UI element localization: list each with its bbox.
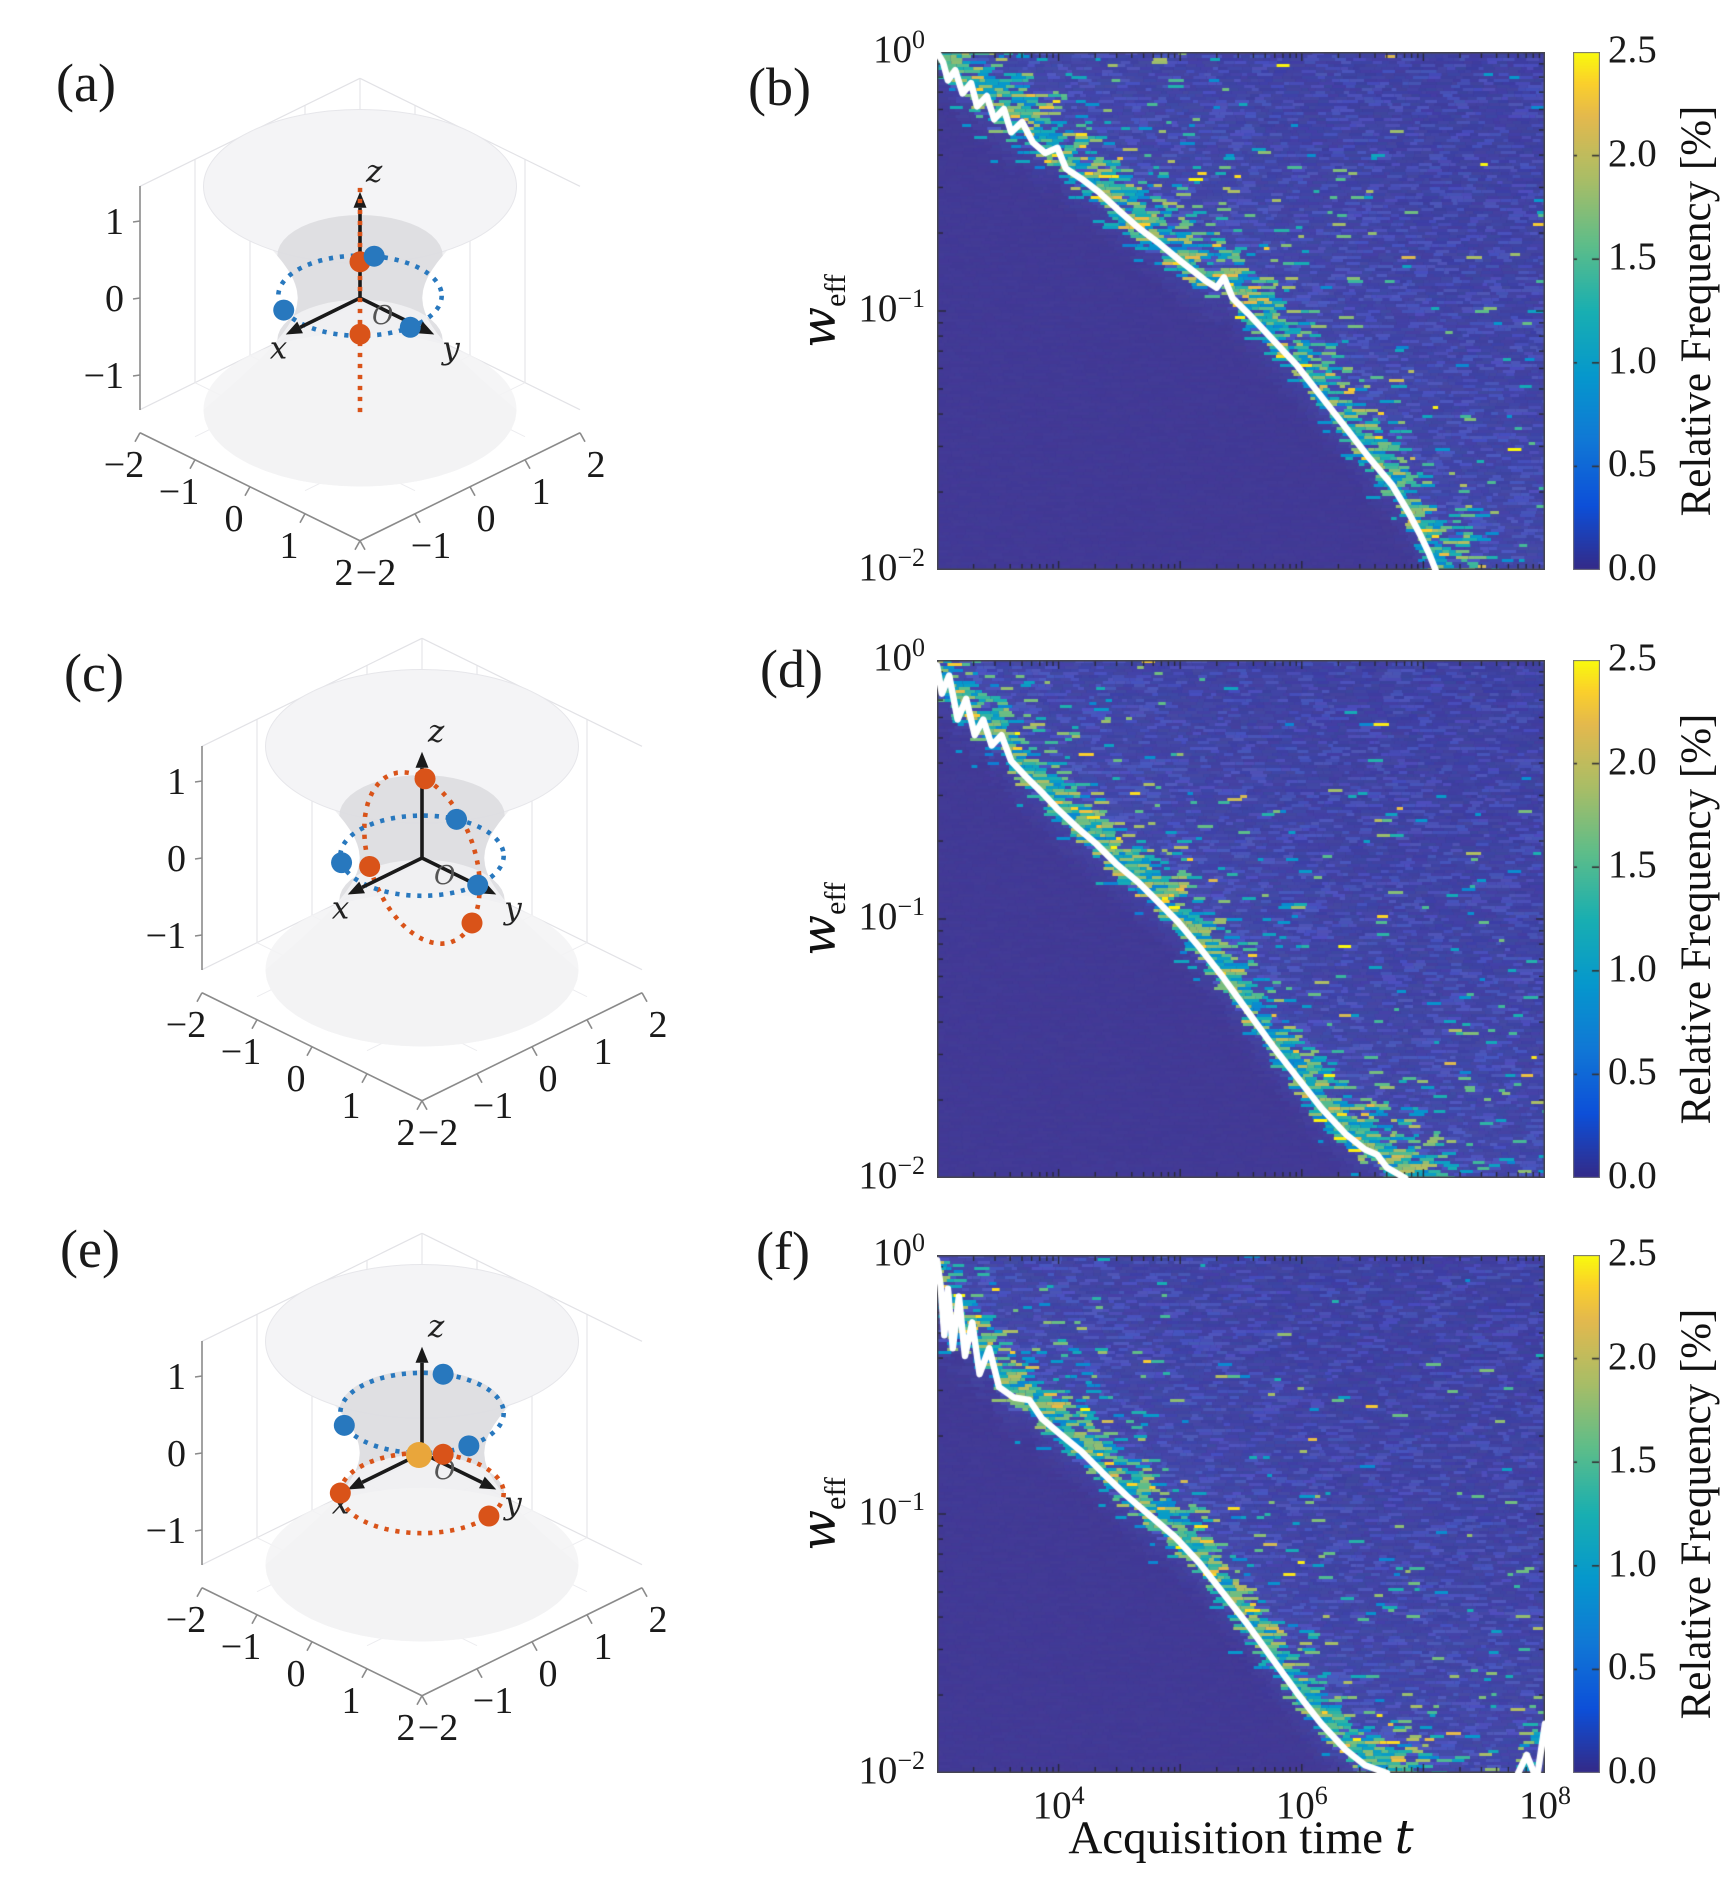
panel-label-b: (b) bbox=[748, 60, 811, 114]
scatter3d-panel-e: 10−1−2−1012210−1−2xyzO bbox=[72, 1203, 712, 1763]
svg-text:0: 0 bbox=[167, 838, 186, 880]
colorbar-tick-label: 1.0 bbox=[1608, 341, 1708, 380]
svg-text:2: 2 bbox=[397, 1707, 416, 1749]
svg-text:0: 0 bbox=[477, 498, 496, 540]
svg-text:1: 1 bbox=[280, 525, 299, 567]
colorbar-tick-label: 0.5 bbox=[1608, 444, 1708, 483]
colorbar-tick-label: 0.0 bbox=[1608, 1156, 1708, 1195]
svg-text:0: 0 bbox=[105, 278, 124, 320]
svg-text:−2: −2 bbox=[166, 1599, 206, 1641]
colorbar-label-f: Relative Frequency [%] bbox=[1669, 1234, 1725, 1794]
svg-text:−1: −1 bbox=[221, 1031, 261, 1073]
colorbar-tick-label: 2.5 bbox=[1608, 30, 1708, 69]
colorbar-label-b: Relative Frequency [%] bbox=[1669, 31, 1725, 591]
svg-text:1: 1 bbox=[342, 1085, 361, 1127]
x-tick-label: 104 bbox=[989, 1783, 1129, 1825]
colorbar-tick-label: 2.5 bbox=[1608, 1233, 1708, 1272]
svg-text:y: y bbox=[502, 890, 522, 926]
colorbar-tick-label: 1.0 bbox=[1608, 949, 1708, 988]
figure-canvas: (a) (b) (c) (d) (e) (f) 1 0 −1 −2 −1 0 1 2 2 1 0 −1… bbox=[0, 0, 1725, 1883]
scatter3d-panel-c: 10−1−2−1012210−1−2x yzO bbox=[72, 608, 712, 1168]
heatmap-panel-f bbox=[937, 1255, 1545, 1773]
colorbar-tick-label: 0.5 bbox=[1608, 1647, 1708, 1686]
svg-text:x: x bbox=[270, 330, 288, 366]
svg-text:O: O bbox=[372, 301, 393, 331]
svg-text:1: 1 bbox=[594, 1031, 613, 1073]
svg-text:1: 1 bbox=[167, 761, 186, 803]
y-tick-label: 10−1 bbox=[825, 286, 925, 328]
heatmap-panel-d bbox=[937, 660, 1545, 1178]
svg-text:−1: −1 bbox=[221, 1626, 261, 1668]
colorbar-tick-label: 2.0 bbox=[1608, 134, 1708, 173]
svg-text:−1: −1 bbox=[473, 1680, 513, 1722]
svg-text:−2: −2 bbox=[418, 1112, 458, 1154]
svg-text:−2: −2 bbox=[166, 1004, 206, 1046]
y-tick-label: 100 bbox=[825, 1230, 925, 1272]
colorbar-tick-label: 2.0 bbox=[1608, 742, 1708, 781]
svg-text:2: 2 bbox=[335, 552, 354, 594]
svg-text:0: 0 bbox=[287, 1653, 306, 1695]
svg-text:0: 0 bbox=[287, 1058, 306, 1100]
svg-text:−2: −2 bbox=[356, 552, 396, 594]
x-tick-label: 108 bbox=[1475, 1783, 1615, 1825]
colorbar-tick-label: 0.0 bbox=[1608, 1751, 1708, 1790]
y-tick-label: 10−1 bbox=[825, 894, 925, 936]
svg-text:0: 0 bbox=[539, 1653, 558, 1695]
svg-text:1: 1 bbox=[105, 201, 124, 243]
svg-text:0: 0 bbox=[167, 1433, 186, 1475]
heatmap-panel-b bbox=[937, 52, 1545, 570]
svg-text:x: x bbox=[332, 890, 350, 926]
x-tick-label: 106 bbox=[1232, 1783, 1372, 1825]
colorbar-tick-label: 1.5 bbox=[1608, 1440, 1708, 1479]
svg-text:2: 2 bbox=[397, 1112, 416, 1154]
y-tick-label: 10−2 bbox=[825, 545, 925, 587]
y-tick-label: 10−2 bbox=[825, 1153, 925, 1195]
svg-text:−2: −2 bbox=[104, 444, 144, 486]
svg-text:−2: −2 bbox=[418, 1707, 458, 1749]
svg-text:−1: −1 bbox=[473, 1085, 513, 1127]
colorbar-label-d: Relative Frequency [%] bbox=[1669, 639, 1725, 1199]
colorbar-panel-b bbox=[1573, 52, 1600, 570]
svg-text:1: 1 bbox=[532, 471, 551, 513]
panel-label-d: (d) bbox=[760, 642, 823, 696]
svg-text:−1: −1 bbox=[84, 355, 124, 397]
colorbar-tick-label: 1.5 bbox=[1608, 237, 1708, 276]
svg-text:2: 2 bbox=[587, 444, 606, 486]
colorbar-tick-label: 0.5 bbox=[1608, 1052, 1708, 1091]
svg-text:O: O bbox=[434, 861, 455, 891]
svg-text:y: y bbox=[440, 330, 460, 366]
svg-text:z: z bbox=[427, 714, 445, 750]
svg-text:2: 2 bbox=[649, 1004, 668, 1046]
panel-label-f: (f) bbox=[756, 1224, 810, 1278]
svg-text:0: 0 bbox=[225, 498, 244, 540]
svg-text:y: y bbox=[502, 1485, 522, 1521]
svg-text:z: z bbox=[365, 154, 383, 190]
y-tick-label: 10−2 bbox=[825, 1748, 925, 1790]
svg-text:−1: −1 bbox=[146, 1510, 186, 1552]
y-tick-label: 10−1 bbox=[825, 1489, 925, 1531]
colorbar-panel-d bbox=[1573, 660, 1600, 1178]
svg-text:1: 1 bbox=[342, 1680, 361, 1722]
y-tick-label: 100 bbox=[825, 635, 925, 677]
svg-text:1: 1 bbox=[594, 1626, 613, 1668]
svg-text:−1: −1 bbox=[159, 471, 199, 513]
colorbar-tick-label: 2.5 bbox=[1608, 638, 1708, 677]
colorbar-tick-label: 0.0 bbox=[1608, 548, 1708, 587]
svg-text:1: 1 bbox=[167, 1356, 186, 1398]
svg-text:2: 2 bbox=[649, 1599, 668, 1641]
colorbar-tick-label: 1.5 bbox=[1608, 845, 1708, 884]
svg-text:−1: −1 bbox=[146, 915, 186, 957]
svg-text:−1: −1 bbox=[411, 525, 451, 567]
colorbar-tick-label: 2.0 bbox=[1608, 1337, 1708, 1376]
colorbar-tick-label: 1.0 bbox=[1608, 1544, 1708, 1583]
colorbar-panel-f bbox=[1573, 1255, 1600, 1773]
svg-text:z: z bbox=[427, 1309, 445, 1345]
y-tick-label: 100 bbox=[825, 27, 925, 69]
scatter3d-panel-a: 10−1−2−1012210−1−2x yzO bbox=[10, 48, 650, 608]
svg-text:0: 0 bbox=[539, 1058, 558, 1100]
